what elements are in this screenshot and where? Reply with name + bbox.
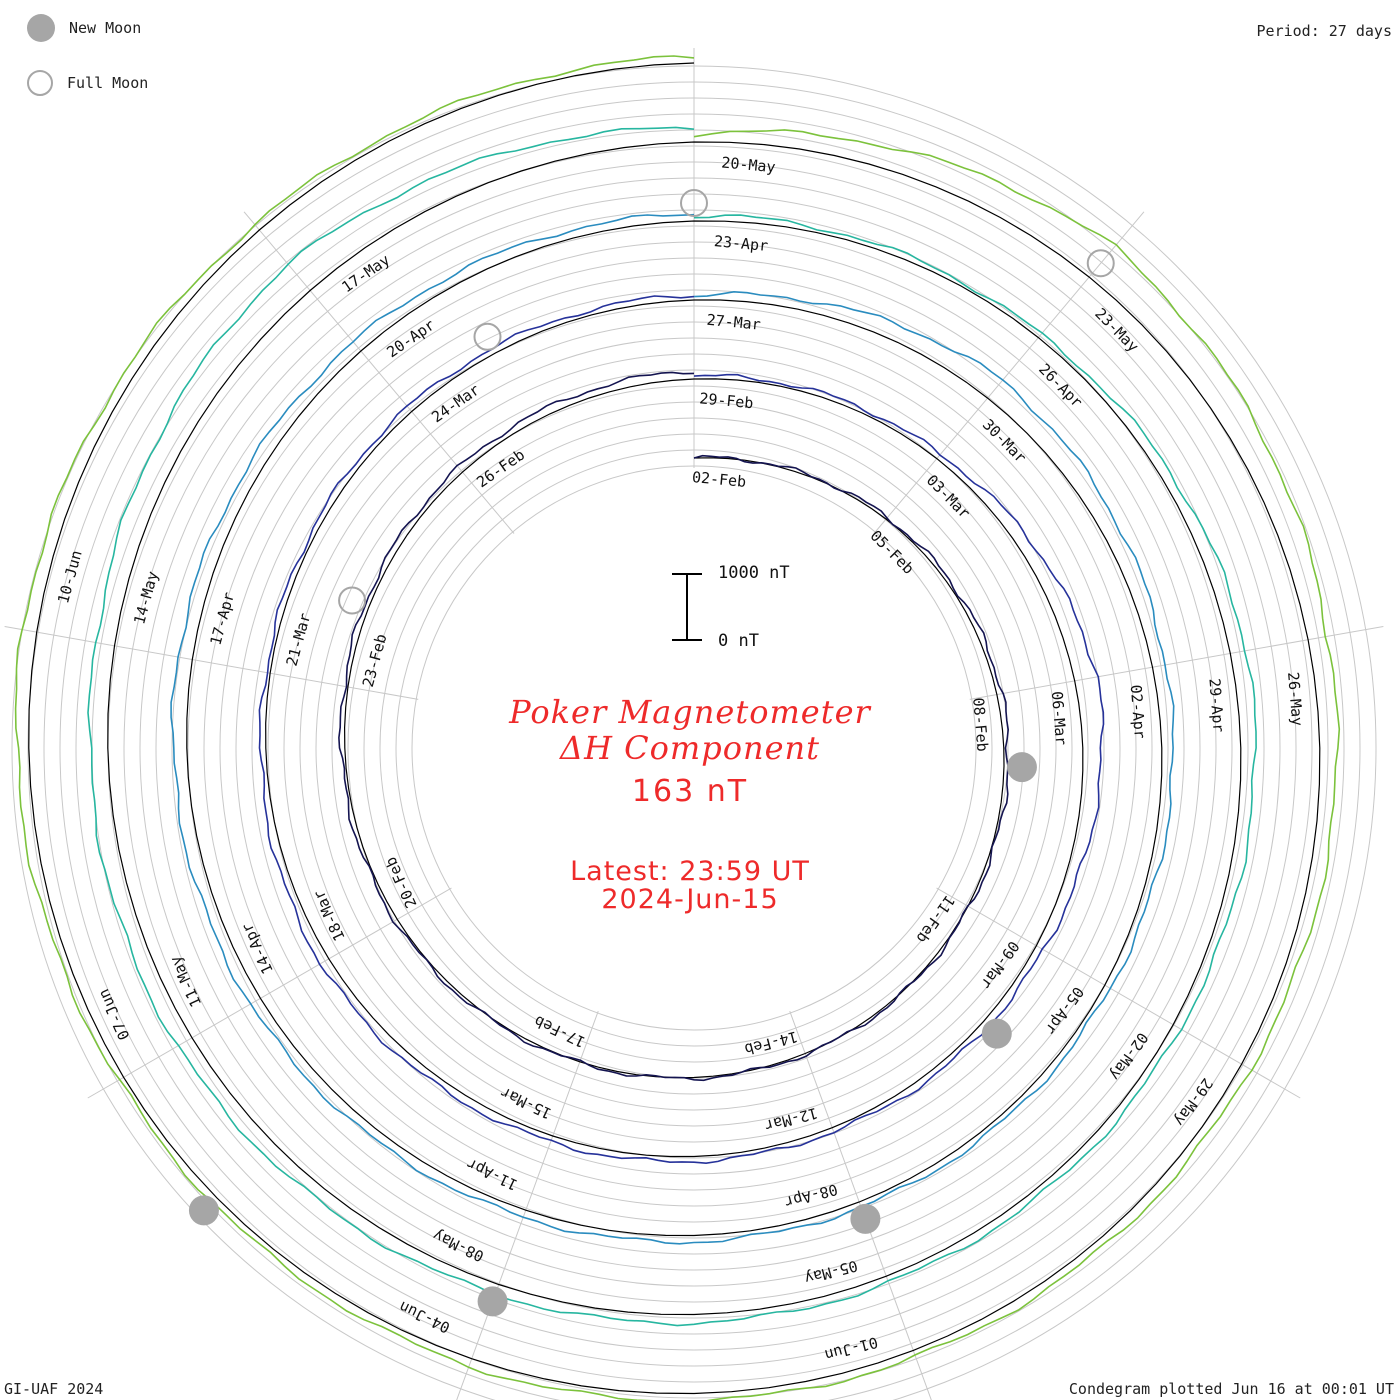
date-label: 17-May xyxy=(338,251,393,297)
date-label: 14-Feb xyxy=(743,1027,800,1058)
credit-label: GI-UAF 2024 xyxy=(4,1380,104,1398)
date-label: 29-May xyxy=(1170,1075,1216,1130)
series-line-1 xyxy=(338,371,1010,1082)
date-label: 05-Feb xyxy=(867,527,918,578)
date-label: 01-Jun xyxy=(823,1333,880,1364)
series-line-2 xyxy=(258,295,1105,1165)
full-moon-marker-1 xyxy=(338,586,367,615)
moon-markers xyxy=(188,189,1115,1317)
full-moon-marker-3 xyxy=(680,189,708,217)
spiral-baseline xyxy=(28,62,1321,1395)
new-moon-marker-3 xyxy=(850,1203,881,1234)
data-series xyxy=(14,55,1341,1400)
chart-component: ΔH Component xyxy=(559,729,821,767)
spiral-baselines xyxy=(28,62,1321,1395)
grid-spoke xyxy=(87,887,452,1099)
date-label: 29-Apr xyxy=(1205,678,1227,733)
date-label: 24-Mar xyxy=(428,381,483,427)
scale-value: 163 nT xyxy=(631,774,749,809)
new-moon-icon xyxy=(27,14,55,42)
date-label: 17-Apr xyxy=(206,590,238,647)
grid-spoke xyxy=(243,211,515,534)
series-line-5 xyxy=(14,55,1341,1400)
full-moon-icon xyxy=(27,70,53,96)
legend-full-moon: Full Moon xyxy=(27,70,148,96)
legend-new-moon: New Moon xyxy=(27,14,141,42)
scale-bar xyxy=(672,573,702,641)
date-label: 23-Feb xyxy=(359,632,391,689)
legend-full-moon-label: Full Moon xyxy=(67,74,149,92)
date-label: 05-May xyxy=(803,1256,860,1287)
date-label: 20-May xyxy=(721,153,777,176)
grid-spoke xyxy=(969,625,1384,700)
grid-spoke xyxy=(4,625,419,700)
date-label: 08-Apr xyxy=(783,1180,840,1211)
plotted-label: Condegram plotted Jun 16 at 00:01 UT xyxy=(1068,1380,1394,1398)
new-moon-marker-1 xyxy=(1006,752,1037,783)
latest-date: 2024-Jun-15 xyxy=(601,884,779,915)
date-label: 08-Feb xyxy=(969,697,991,752)
period-label: Period: 27 days xyxy=(1256,22,1392,40)
date-label: 29-Feb xyxy=(699,389,755,412)
full-moon-marker-2 xyxy=(473,322,502,351)
scale-top-label: 1000 nT xyxy=(718,563,790,583)
date-label: 06-Mar xyxy=(1048,690,1070,745)
date-label: 14-May xyxy=(130,569,162,626)
date-label: 03-Mar xyxy=(923,471,974,522)
legend-new-moon-label: New Moon xyxy=(69,19,142,37)
date-label: 02-Feb xyxy=(691,468,747,491)
new-moon-marker-2 xyxy=(981,1018,1012,1049)
full-moon-marker-4 xyxy=(1086,249,1115,278)
series-line-4 xyxy=(87,126,1257,1327)
grid-spoke xyxy=(936,887,1301,1099)
chart-title: Poker Magnetometer xyxy=(509,693,871,731)
scale-bottom-label: 0 nT xyxy=(718,631,759,651)
date-label: 23-May xyxy=(1091,305,1142,356)
series-line-3 xyxy=(170,213,1175,1245)
grid-spoke xyxy=(873,211,1145,534)
date-label: 27-Mar xyxy=(706,311,762,334)
latest-time: Latest: 23:59 UT xyxy=(570,856,810,887)
date-label: 10-Jun xyxy=(54,548,86,605)
new-moon-marker-4 xyxy=(477,1286,508,1317)
new-moon-marker-5 xyxy=(188,1195,219,1226)
grid-spoke xyxy=(456,1010,599,1400)
date-label: 26-May xyxy=(1284,671,1306,726)
date-label: 23-Apr xyxy=(713,232,769,255)
date-label: 26-Feb xyxy=(473,446,528,492)
date-label: 30-Mar xyxy=(979,416,1030,467)
date-label: 05-Apr xyxy=(1041,983,1087,1038)
date-label: 02-Apr xyxy=(1127,684,1149,739)
